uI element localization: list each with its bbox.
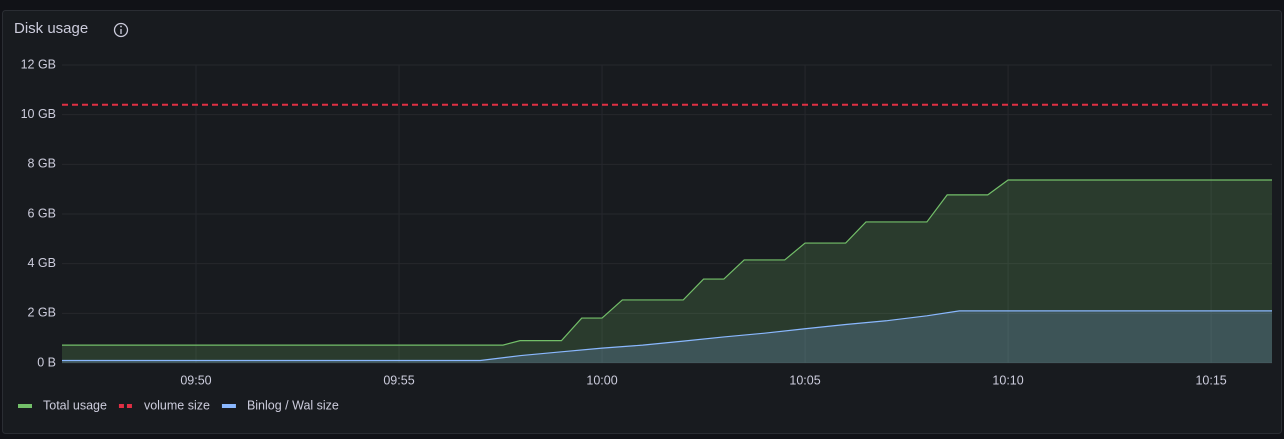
x-tick-label: 09:50 <box>180 373 211 387</box>
panel <box>2 10 1282 434</box>
series-line <box>62 179 1272 346</box>
legend-item[interactable]: Total usage <box>18 398 107 412</box>
series-line <box>62 310 1272 362</box>
y-tick-label: 10 GB <box>21 107 56 121</box>
x-tick-label: 09:55 <box>383 373 414 387</box>
y-tick-label: 0 B <box>37 355 56 369</box>
x-tick-label: 10:10 <box>992 373 1023 387</box>
y-tick-label: 6 GB <box>28 206 57 220</box>
info-icon[interactable] <box>113 22 129 38</box>
legend-label[interactable]: volume size <box>144 398 210 412</box>
legend-item[interactable]: volume size <box>118 398 210 412</box>
legend-label[interactable]: Binlog / Wal size <box>247 398 339 412</box>
y-tick-label: 12 GB <box>21 57 56 71</box>
y-tick-label: 2 GB <box>28 306 57 320</box>
legend-label[interactable]: Total usage <box>43 398 107 412</box>
x-tick-label: 10:00 <box>586 373 617 387</box>
series-area <box>62 179 1272 363</box>
panel-title: Disk usage <box>14 20 88 37</box>
x-tick-label: 10:15 <box>1195 373 1226 387</box>
x-tick-label: 10:05 <box>789 373 820 387</box>
legend-item[interactable]: Binlog / Wal size <box>221 398 339 412</box>
series-area <box>62 310 1272 363</box>
y-tick-label: 4 GB <box>28 256 57 270</box>
y-tick-label: 8 GB <box>28 157 57 171</box>
